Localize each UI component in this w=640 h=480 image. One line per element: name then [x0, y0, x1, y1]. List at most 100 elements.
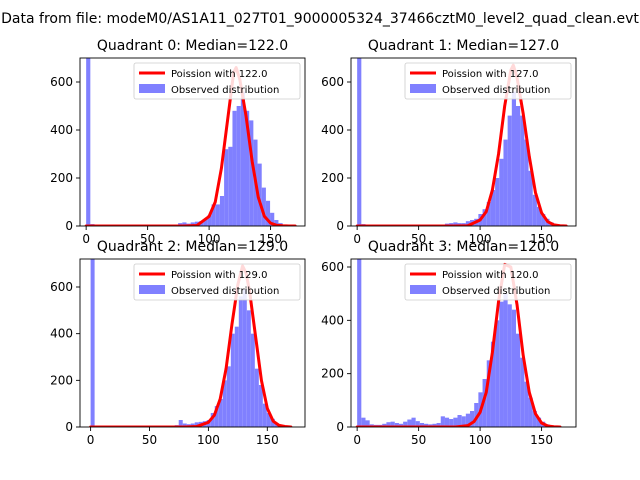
- y-tick-label: 200: [50, 171, 73, 185]
- histogram-bar: [528, 397, 533, 427]
- histogram-bar: [461, 416, 466, 427]
- histogram-bar: [222, 380, 227, 427]
- histogram-bar: [386, 422, 391, 427]
- subplot-quadrant-3: 0 50 100 150 0 200 400 600 Quadrant 3: Median=12…: [321, 239, 577, 447]
- x-tick-label: 50: [142, 433, 157, 447]
- histogram-bar: [453, 222, 458, 226]
- subplot-grid: 0 50 100 150 0 200 400 600 Quadrant 0: Median=12…: [50, 38, 577, 447]
- legend-label: Observed distribution: [171, 286, 279, 297]
- histogram-bar: [507, 115, 512, 226]
- histogram-bar: [249, 120, 254, 226]
- histogram-bar: [210, 413, 215, 427]
- histogram-bar: [266, 413, 271, 427]
- legend-label: Observed distribution: [171, 85, 279, 96]
- histogram-bar: [218, 399, 223, 427]
- histogram-bar: [219, 196, 225, 226]
- histogram-bar: [270, 212, 275, 226]
- histogram-bar: [474, 403, 479, 427]
- histogram-bar: [90, 259, 95, 427]
- histogram-bar: [182, 423, 187, 427]
- histogram-bar: [511, 309, 516, 427]
- histogram-bar: [436, 423, 441, 427]
- histogram-bar: [411, 417, 416, 427]
- histogram-bar: [394, 423, 399, 427]
- histogram-bar: [536, 206, 542, 226]
- histogram-bar: [245, 110, 250, 226]
- subplot-title: Quadrant 1: Median=127.0: [368, 38, 559, 54]
- histogram-bar: [238, 296, 243, 427]
- histogram-bar: [230, 333, 235, 427]
- histogram-bar: [470, 411, 475, 427]
- figure-suptitle: Data from file: modeM0/AS1A11_027T01_900…: [1, 11, 639, 27]
- histogram-bar: [520, 115, 525, 226]
- subplot-quadrant-1: 0 50 100 150 0 200 400 600 Quadrant 1: Median=12…: [321, 38, 577, 246]
- histogram-bar: [270, 418, 275, 427]
- histogram-bar: [224, 149, 229, 226]
- legend-patch-swatch: [410, 285, 436, 294]
- histogram-bar: [226, 366, 231, 427]
- y-tick-label: 0: [336, 219, 344, 233]
- histogram-bar: [424, 423, 429, 427]
- histogram-bar: [390, 421, 395, 427]
- histogram-bar: [274, 220, 279, 226]
- legend: Poission with 122.0 Observed distribution: [133, 62, 301, 100]
- histogram-bar: [407, 419, 412, 427]
- plot-area: [84, 58, 297, 226]
- legend-frame: [133, 62, 301, 100]
- histogram-bar: [207, 215, 212, 226]
- x-tick-label: 150: [530, 232, 553, 246]
- histogram-bar: [516, 333, 521, 427]
- histogram-bar: [532, 194, 537, 226]
- subplot-title: Quadrant 3: Median=120.0: [368, 239, 559, 255]
- histogram-bar: [254, 368, 259, 427]
- histogram-bar: [511, 91, 516, 226]
- y-tick-label: 600: [50, 75, 73, 89]
- histogram-bar: [398, 423, 404, 427]
- poisson-fit-line: [355, 262, 562, 427]
- legend-label: Poission with 127.0: [442, 69, 538, 80]
- axes-frame: [350, 258, 577, 428]
- histogram-bar: [232, 110, 237, 226]
- histogram-bar: [357, 58, 362, 226]
- histogram-bar: [178, 420, 183, 427]
- axes-frame: [350, 57, 577, 227]
- histogram-bar: [524, 139, 529, 226]
- subplot-quadrant-0: 0 50 100 150 0 200 400 600 Quadrant 0: Median=12…: [50, 38, 306, 246]
- histogram-bar: [240, 91, 245, 226]
- histogram-bar: [495, 178, 500, 226]
- legend-label: Poission with 129.0: [171, 270, 267, 281]
- y-tick-label: 400: [50, 123, 73, 137]
- subplot-title: Quadrant 2: Median=129.0: [97, 239, 288, 255]
- histogram-bar: [242, 289, 247, 427]
- x-tick-label: 0: [87, 433, 95, 447]
- poisson-fit-line: [355, 63, 568, 226]
- y-tick-label: 200: [321, 367, 344, 381]
- y-tick-label: 0: [65, 420, 73, 434]
- histogram-bar: [453, 417, 458, 427]
- poisson-fit-line: [84, 66, 297, 226]
- histogram-bar: [203, 219, 208, 226]
- legend-label: Observed distribution: [442, 85, 550, 96]
- histogram-bar: [419, 423, 425, 427]
- histogram-bar: [361, 417, 366, 427]
- histogram-bar: [214, 406, 219, 427]
- histogram-bar: [503, 293, 508, 427]
- plot-area: [89, 259, 293, 427]
- y-tick-label: 200: [50, 373, 73, 387]
- x-tick-label: 100: [198, 232, 221, 246]
- histogram-bar: [490, 341, 496, 427]
- histogram-bar: [499, 301, 504, 427]
- y-tick-label: 400: [50, 327, 73, 341]
- legend-label: Observed distribution: [442, 286, 550, 297]
- histogram-bar: [528, 170, 533, 226]
- histogram-bar: [257, 163, 262, 226]
- x-tick-label: 100: [469, 433, 492, 447]
- histogram-bar: [507, 304, 512, 427]
- histogram-bar: [182, 222, 187, 226]
- axes-frame: [79, 57, 306, 227]
- histogram-bar: [486, 360, 491, 427]
- histogram-bar: [432, 423, 437, 427]
- subplot-quadrant-2: 0 50 100 150 0 200 400 600 Quadrant 2: Median=12…: [50, 239, 306, 447]
- histogram-bar: [211, 204, 216, 226]
- x-tick-label: 50: [140, 232, 155, 246]
